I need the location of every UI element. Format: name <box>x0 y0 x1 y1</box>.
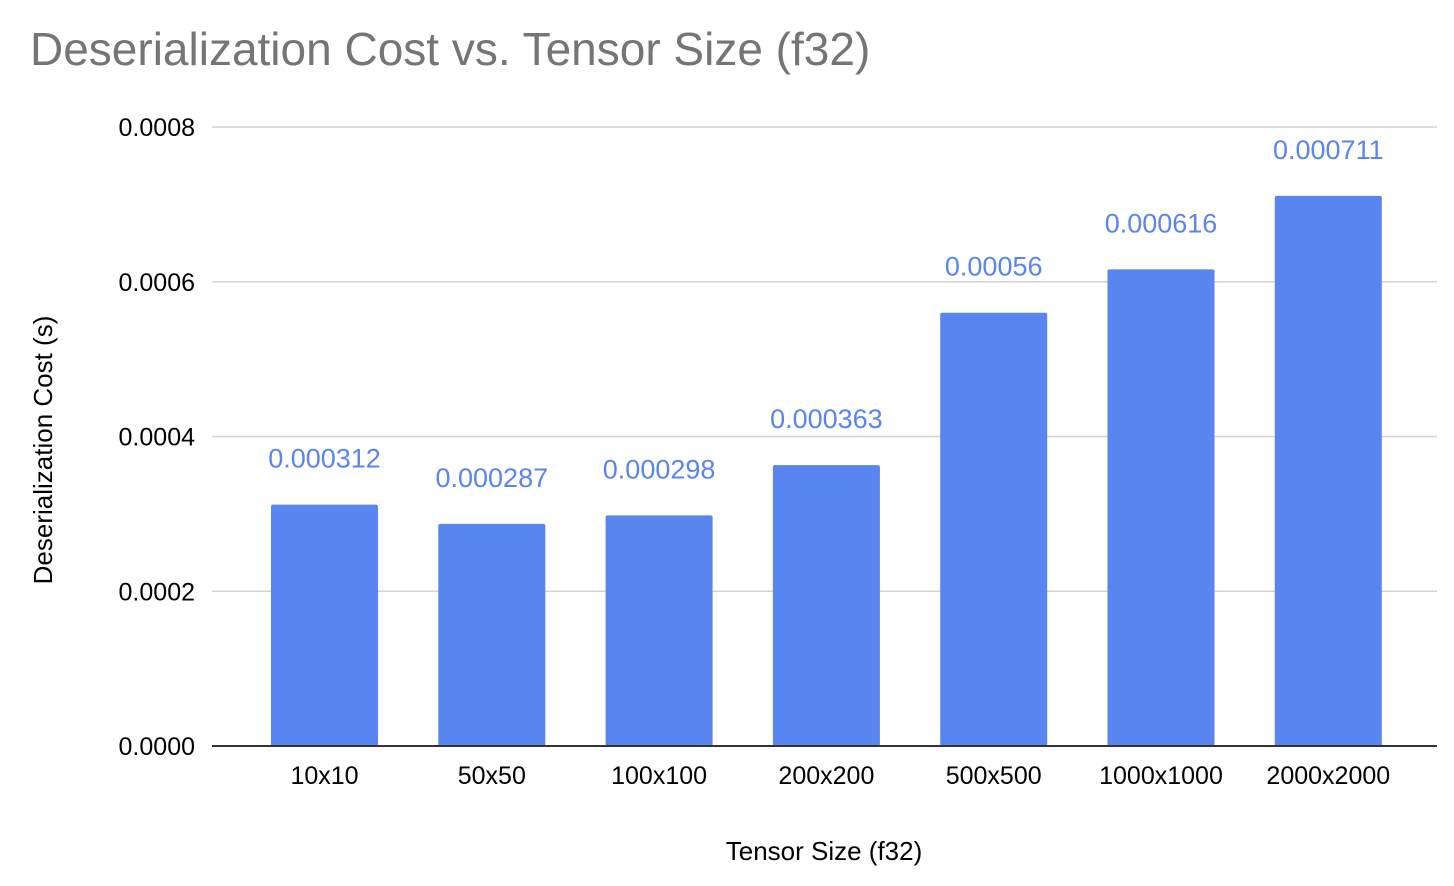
data-label: 0.000287 <box>435 463 548 493</box>
y-axis-ticks: 0.0000 0.0002 0.0004 0.0006 0.0008 <box>119 114 196 761</box>
x-tick-label: 50x50 <box>458 762 526 790</box>
bar <box>438 523 546 746</box>
bar <box>271 504 378 746</box>
bar <box>772 465 880 746</box>
bar <box>1107 269 1215 746</box>
x-tick-label: 200x200 <box>778 762 874 790</box>
y-axis-title: Deserialization Cost (s) <box>28 316 58 585</box>
bar <box>1274 195 1382 746</box>
x-tick-label: 10x10 <box>290 762 358 790</box>
x-tick-label: 1000x1000 <box>1099 762 1223 790</box>
data-label: 0.000616 <box>1105 208 1218 238</box>
bar <box>940 312 1048 746</box>
y-tick-label: 0.0006 <box>119 269 195 297</box>
bar <box>605 515 713 746</box>
y-tick-label: 0.0000 <box>119 733 195 761</box>
x-tick-label: 2000x2000 <box>1266 762 1390 790</box>
gridlines <box>212 126 1437 592</box>
x-tick-label: 100x100 <box>611 762 707 790</box>
y-tick-label: 0.0002 <box>119 578 195 606</box>
data-label: 0.000312 <box>268 444 381 474</box>
y-tick-label: 0.0008 <box>119 114 195 142</box>
data-label: 0.000363 <box>770 404 883 434</box>
bars <box>271 195 1382 746</box>
data-label: 0.00056 <box>945 252 1043 282</box>
x-axis-title: Tensor Size (f32) <box>726 836 923 866</box>
chart-title: Deserialization Cost vs. Tensor Size (f3… <box>30 23 871 75</box>
y-tick-label: 0.0004 <box>119 424 196 452</box>
x-tick-label: 500x500 <box>946 762 1042 790</box>
x-axis-ticks: 10x10 50x50 100x100 200x200 500x500 1000x1000… <box>290 762 1390 790</box>
data-label: 0.000711 <box>1273 135 1384 165</box>
data-label: 0.000298 <box>603 454 716 484</box>
data-labels: 0.000312 0.000287 0.000298 0.000363 0.00056 0… <box>268 135 1383 493</box>
